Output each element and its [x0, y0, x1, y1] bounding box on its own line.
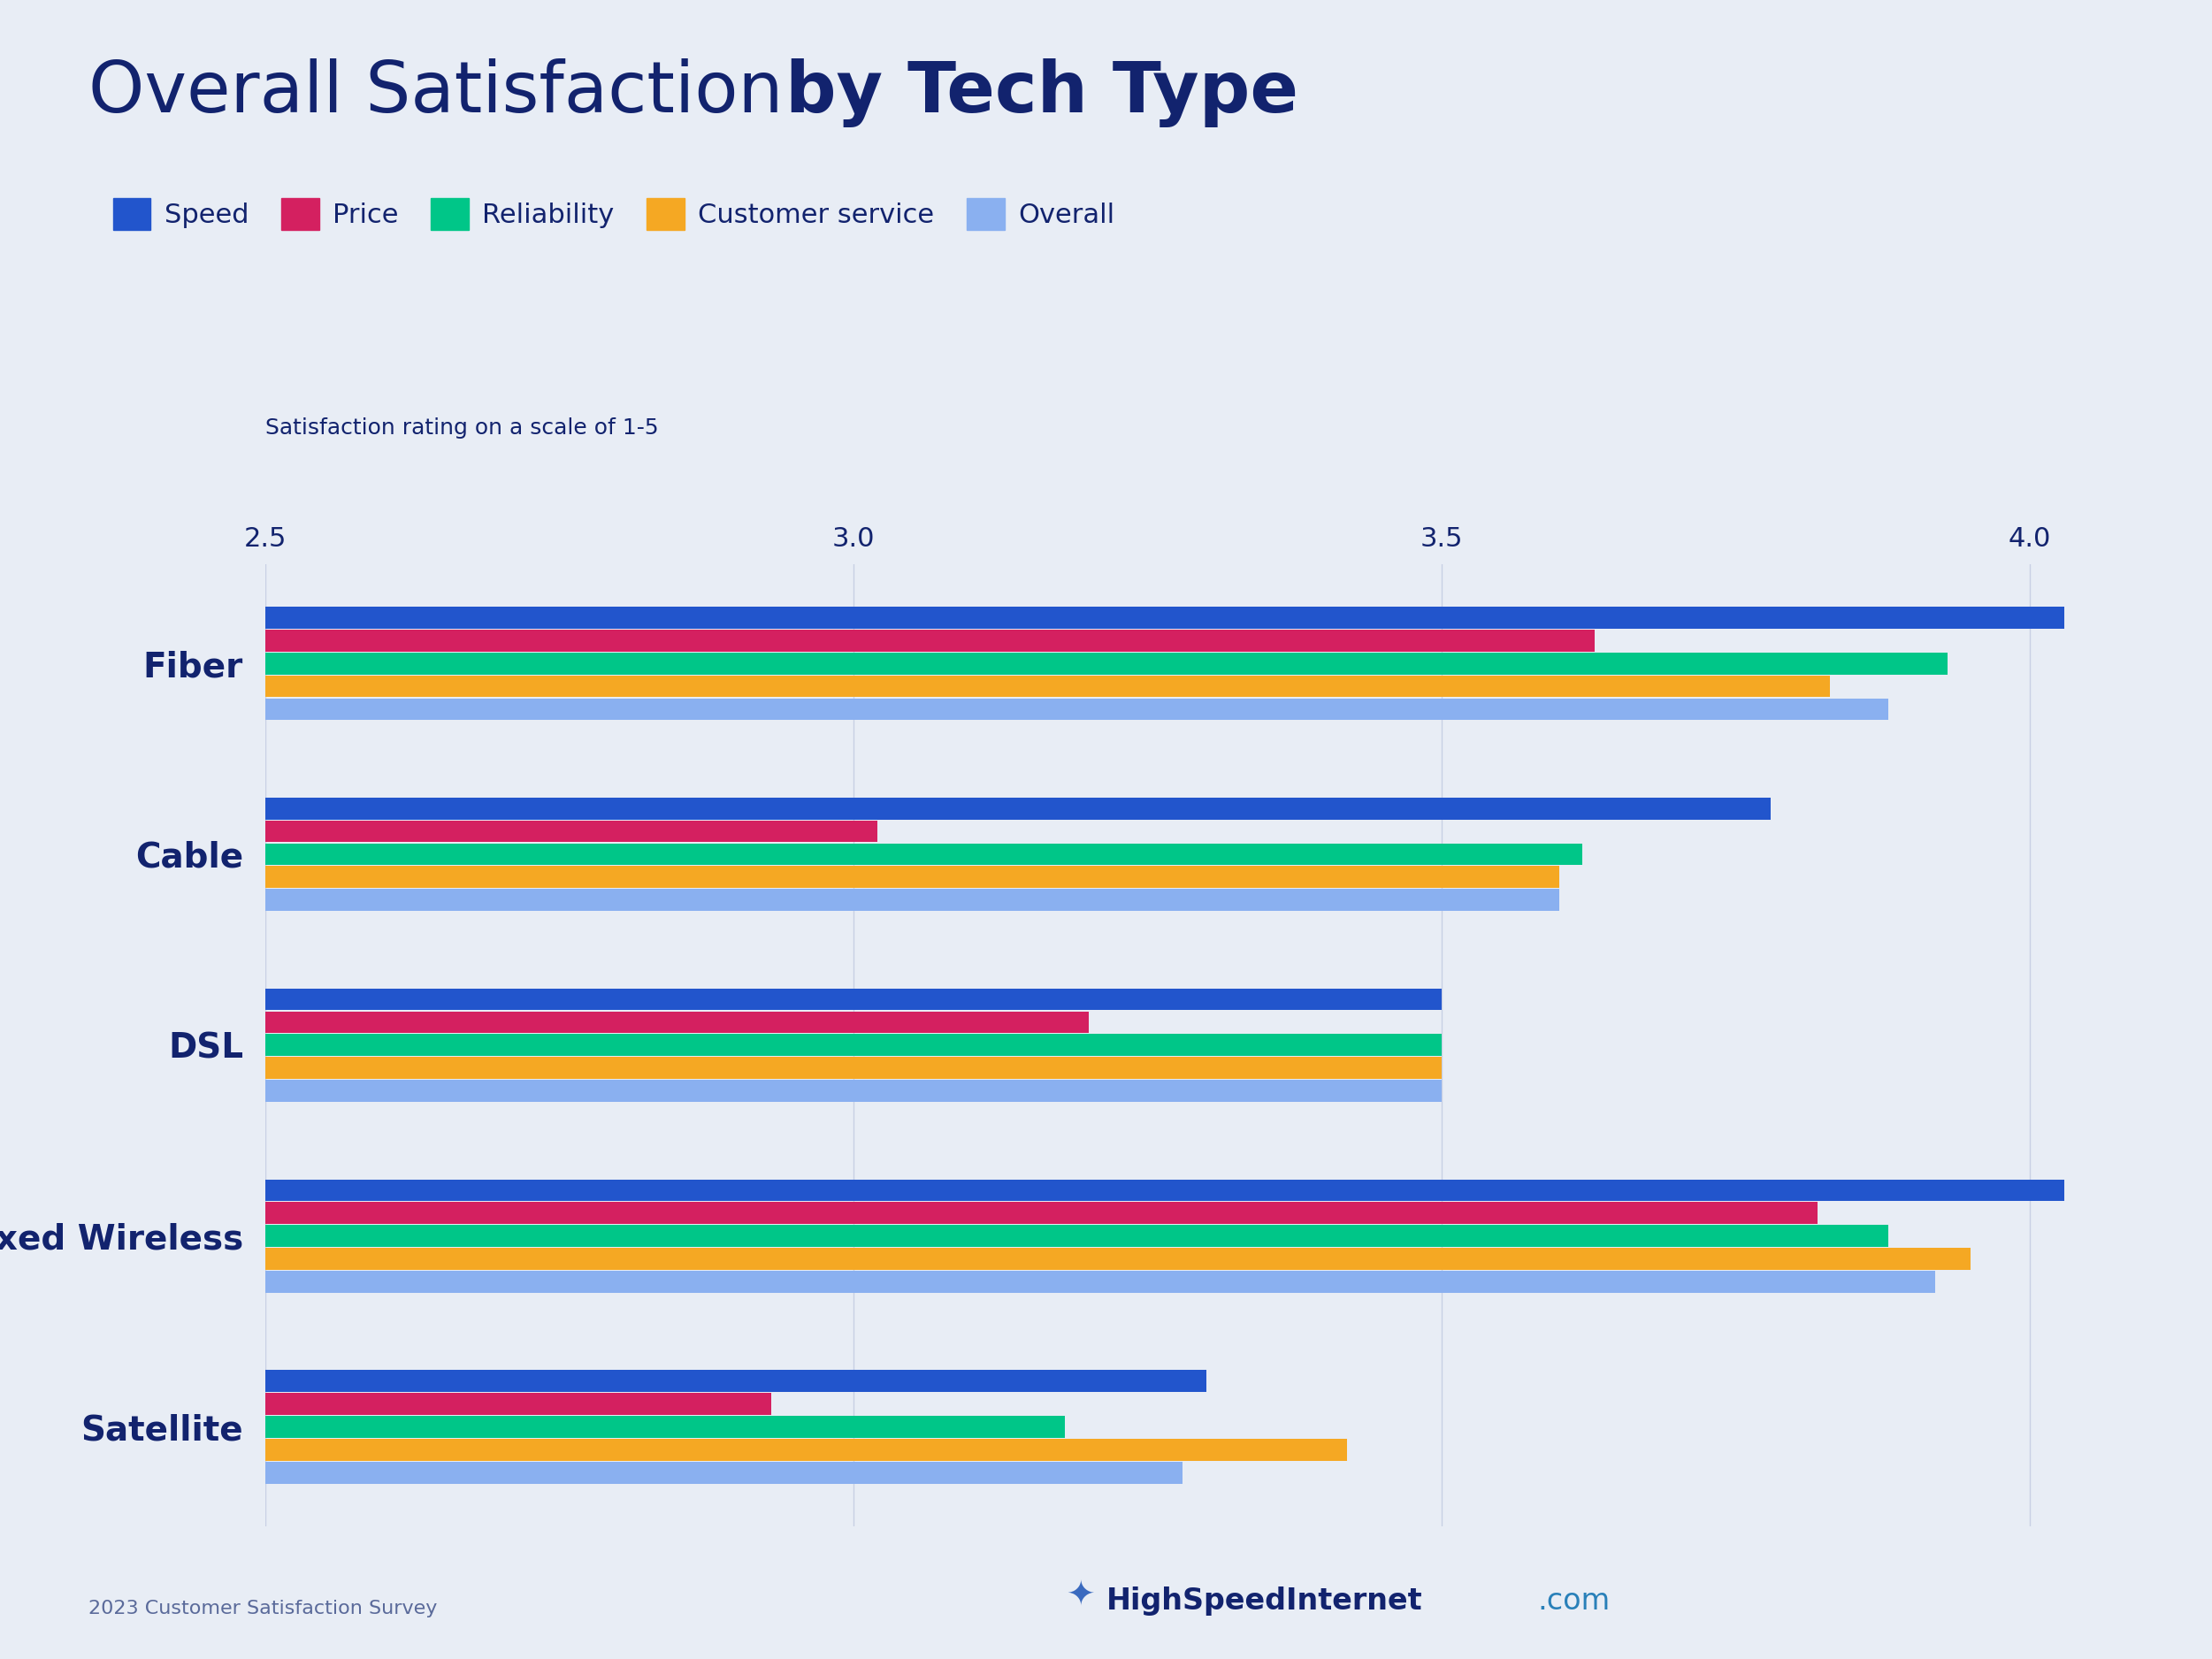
Bar: [265, 1462, 1183, 1483]
Bar: [265, 889, 1559, 911]
Bar: [265, 1248, 1971, 1271]
Bar: [265, 1394, 772, 1415]
Bar: [265, 1271, 1936, 1292]
Bar: [265, 1203, 1818, 1224]
Bar: [265, 798, 1772, 820]
Text: HighSpeedInternet: HighSpeedInternet: [1106, 1586, 1422, 1616]
Bar: [265, 843, 1582, 866]
Bar: [265, 1224, 1889, 1248]
Bar: [265, 1370, 1206, 1392]
Bar: [265, 607, 2064, 629]
Bar: [265, 1417, 1066, 1438]
Bar: [265, 820, 876, 843]
Bar: [265, 1438, 1347, 1462]
Legend: Speed, Price, Reliability, Customer service, Overall: Speed, Price, Reliability, Customer serv…: [102, 187, 1126, 241]
Bar: [265, 866, 1559, 888]
Bar: [265, 698, 1889, 720]
Bar: [265, 1034, 1442, 1057]
Bar: [265, 1080, 1442, 1102]
Text: 2023 Customer Satisfaction Survey: 2023 Customer Satisfaction Survey: [88, 1599, 438, 1618]
Bar: [265, 989, 1442, 1010]
Text: ✦: ✦: [1066, 1579, 1106, 1613]
Text: by Tech Type: by Tech Type: [785, 58, 1298, 128]
Bar: [265, 1057, 1442, 1078]
Bar: [265, 1012, 1088, 1034]
Text: Overall Satisfaction: Overall Satisfaction: [88, 58, 805, 128]
Text: .com: .com: [1537, 1586, 1610, 1616]
Bar: [265, 1180, 2064, 1201]
Bar: [265, 652, 1947, 674]
Text: Satisfaction rating on a scale of 1-5: Satisfaction rating on a scale of 1-5: [265, 418, 659, 440]
Bar: [265, 675, 1829, 697]
Bar: [265, 629, 1595, 652]
